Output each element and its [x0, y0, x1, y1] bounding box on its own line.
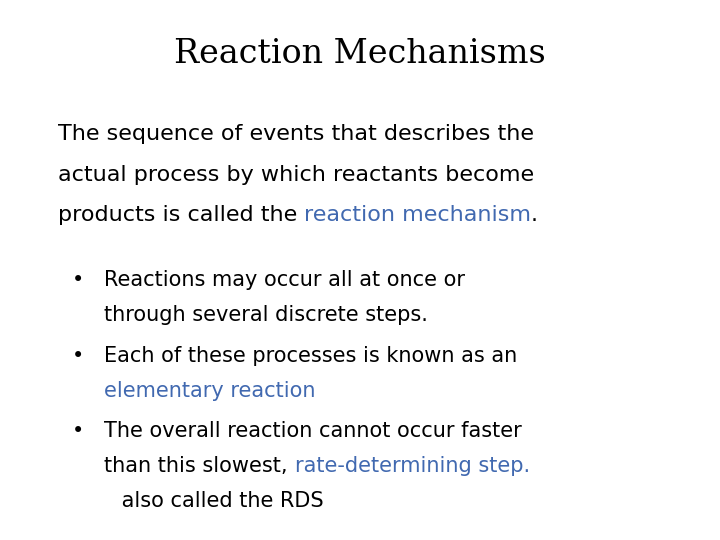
Text: actual process by which reactants become: actual process by which reactants become: [58, 165, 534, 185]
Text: than this slowest,: than this slowest,: [104, 456, 294, 476]
Text: Each of these processes is known as an: Each of these processes is known as an: [104, 346, 518, 366]
Text: •: •: [72, 421, 84, 441]
Text: rate-determining step.: rate-determining step.: [294, 456, 530, 476]
Text: products is called the: products is called the: [58, 205, 304, 225]
Text: elementary reaction: elementary reaction: [104, 381, 316, 401]
Text: The overall reaction cannot occur faster: The overall reaction cannot occur faster: [104, 421, 522, 441]
Text: also called the RDS: also called the RDS: [115, 491, 324, 511]
Text: through several discrete steps.: through several discrete steps.: [104, 305, 428, 325]
Text: reaction mechanism: reaction mechanism: [304, 205, 531, 225]
Text: •: •: [72, 346, 84, 366]
Text: The sequence of events that describes the: The sequence of events that describes th…: [58, 124, 534, 144]
Text: .: .: [531, 205, 538, 225]
Text: Reaction Mechanisms: Reaction Mechanisms: [174, 38, 546, 70]
Text: •: •: [72, 270, 84, 290]
Text: Reactions may occur all at once or: Reactions may occur all at once or: [104, 270, 465, 290]
